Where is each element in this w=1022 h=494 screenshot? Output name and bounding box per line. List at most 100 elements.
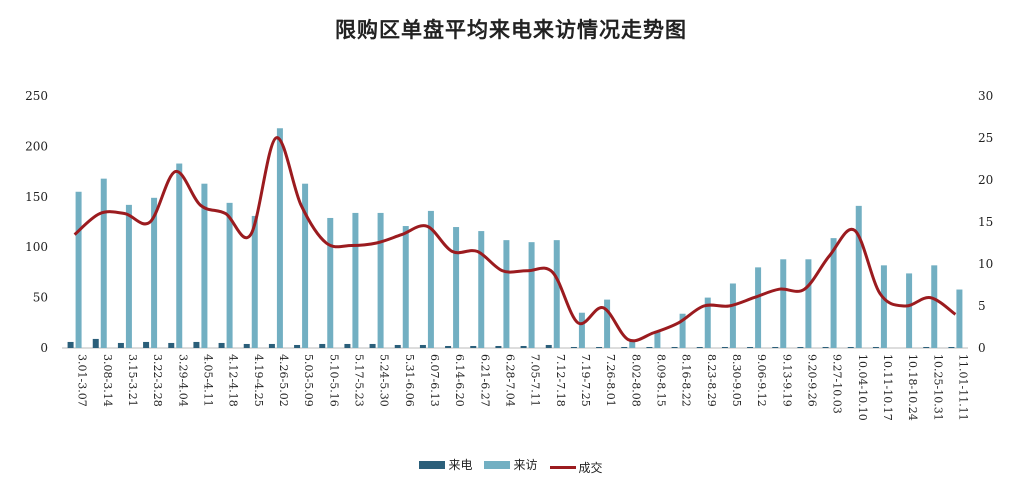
bar-calls — [67, 341, 74, 348]
bar-visits — [427, 210, 434, 348]
bar-visits — [453, 227, 460, 348]
bar-visits — [855, 205, 862, 348]
bar-calls — [520, 345, 527, 348]
y-right-tick-label: 20 — [978, 173, 993, 187]
bar-visits — [956, 289, 963, 348]
bar-visits — [704, 297, 711, 348]
bar-calls — [419, 344, 426, 348]
y-right-tick-label: 15 — [978, 215, 993, 229]
bar-calls — [168, 342, 175, 348]
bar-calls — [344, 343, 351, 348]
bar-visits — [201, 183, 208, 348]
bar-visits — [125, 204, 132, 348]
x-tick-label: 11.01-11.11 — [956, 354, 969, 421]
line-deals — [73, 136, 957, 343]
bar-visits — [503, 240, 510, 348]
x-tick-label: 5.10-5.16 — [327, 354, 340, 407]
bar-visits — [302, 183, 309, 348]
bar-visits — [176, 163, 183, 348]
bar-visits — [377, 212, 384, 348]
x-tick-label: 6.28-7.04 — [503, 354, 516, 407]
bar-visits — [830, 238, 837, 348]
bar-visits — [880, 265, 887, 348]
bar-calls — [92, 338, 99, 348]
x-tick-label: 3.15-3.21 — [126, 354, 139, 407]
bar-calls — [545, 344, 552, 348]
x-tick-label: 8.30-9.05 — [730, 354, 743, 407]
legend-swatch — [549, 465, 576, 469]
legend-label: 来电 — [448, 458, 473, 472]
bar-calls — [495, 345, 502, 348]
bar-calls — [948, 346, 955, 348]
bar-calls — [671, 346, 678, 348]
bar-calls — [369, 343, 376, 348]
bar-visits — [226, 202, 233, 348]
bar-calls — [193, 341, 200, 348]
bar-calls — [747, 346, 754, 348]
bar-calls — [621, 346, 628, 348]
legend: 来电 来访 成交 — [0, 456, 1022, 476]
bar-visits — [604, 299, 611, 348]
legend-item: 成交 — [549, 459, 603, 476]
x-tick-label: 5.31-6.06 — [403, 354, 416, 407]
bar-calls — [117, 342, 124, 348]
bar-visits — [276, 128, 283, 348]
bar-calls — [923, 346, 930, 348]
x-tick-label: 8.23-8.29 — [705, 354, 718, 407]
bar-calls — [596, 346, 603, 348]
bar-visits — [729, 283, 736, 348]
x-tick-label: 6.21-6.27 — [478, 354, 491, 407]
legend-swatch — [484, 460, 511, 469]
x-tick-label: 4.05-4.11 — [201, 354, 214, 407]
x-tick-label: 7.19-7.25 — [579, 354, 592, 407]
x-tick-label: 4.19-4.25 — [252, 354, 265, 407]
legend-item: 来访 — [484, 456, 538, 473]
y-right-tick-label: 5 — [978, 299, 986, 313]
y-right-tick-label: 10 — [978, 257, 993, 271]
y-right-tick-label: 0 — [978, 341, 986, 355]
y-left-tick-label: 250 — [25, 89, 48, 103]
bar-calls — [822, 346, 829, 348]
bar-visits — [578, 312, 585, 348]
bar-calls — [646, 346, 653, 348]
bar-visits — [805, 259, 812, 348]
bar-visits — [654, 330, 661, 348]
bar-visits — [780, 259, 787, 348]
x-tick-label: 7.12-7.18 — [554, 354, 567, 407]
x-tick-label: 8.02-8.08 — [629, 354, 642, 407]
x-tick-label: 5.17-5.23 — [352, 354, 365, 407]
legend-swatch — [419, 460, 446, 469]
bar-calls — [721, 346, 728, 348]
bar-visits — [251, 215, 258, 348]
x-tick-label: 7.26-8.01 — [604, 354, 617, 407]
x-tick-label: 5.03-5.09 — [302, 354, 315, 407]
x-tick-label: 8.16-8.22 — [680, 354, 693, 407]
x-tick-label: 7.05-7.11 — [529, 354, 542, 407]
bar-visits — [478, 231, 485, 348]
bar-visits — [100, 178, 107, 348]
y-left-tick-label: 0 — [40, 341, 48, 355]
x-tick-label: 10.25-10.31 — [931, 354, 944, 421]
x-tick-label: 9.06-9.12 — [755, 354, 768, 407]
y-left-tick-label: 200 — [25, 139, 48, 153]
x-tick-label: 9.20-9.26 — [805, 354, 818, 407]
chart-title: 限购区单盘平均来电来访情况走势图 — [335, 18, 687, 42]
bar-visits — [931, 265, 938, 348]
bar-visits — [629, 339, 636, 348]
bar-visits — [553, 240, 560, 348]
y-right-tick-label: 25 — [978, 131, 993, 145]
bar-visits — [755, 267, 762, 348]
bar-calls — [872, 346, 879, 348]
bar-calls — [243, 343, 250, 348]
bar-visits — [528, 242, 535, 348]
x-tick-label: 3.22-3.28 — [151, 354, 164, 407]
x-tick-label: 3.08-3.14 — [101, 354, 114, 407]
y-left-tick-label: 100 — [25, 240, 48, 254]
bar-calls — [470, 345, 477, 348]
bar-calls — [696, 346, 703, 348]
bar-calls — [847, 346, 854, 348]
bar-visits — [906, 273, 913, 348]
bar-calls — [218, 342, 225, 348]
legend-label: 成交 — [578, 460, 603, 475]
